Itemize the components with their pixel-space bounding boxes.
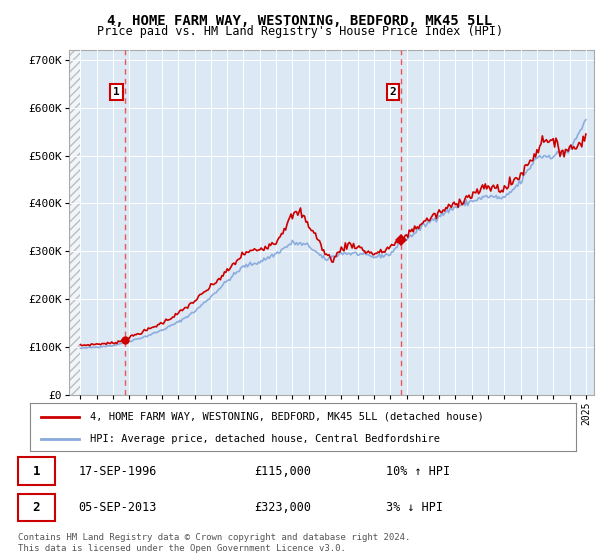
Text: 2: 2 xyxy=(390,87,397,97)
Text: 10% ↑ HPI: 10% ↑ HPI xyxy=(386,465,451,478)
Bar xyxy=(69,50,80,395)
Text: 1: 1 xyxy=(33,465,40,478)
Text: 05-SEP-2013: 05-SEP-2013 xyxy=(78,501,157,514)
Text: 3% ↓ HPI: 3% ↓ HPI xyxy=(386,501,443,514)
FancyBboxPatch shape xyxy=(18,458,55,485)
Text: Contains HM Land Registry data © Crown copyright and database right 2024.
This d: Contains HM Land Registry data © Crown c… xyxy=(18,533,410,553)
Text: 17-SEP-1996: 17-SEP-1996 xyxy=(78,465,157,478)
Text: £115,000: £115,000 xyxy=(254,465,311,478)
FancyBboxPatch shape xyxy=(18,494,55,521)
Text: £323,000: £323,000 xyxy=(254,501,311,514)
Text: 4, HOME FARM WAY, WESTONING, BEDFORD, MK45 5LL (detached house): 4, HOME FARM WAY, WESTONING, BEDFORD, MK… xyxy=(90,412,484,422)
Text: 4, HOME FARM WAY, WESTONING, BEDFORD, MK45 5LL: 4, HOME FARM WAY, WESTONING, BEDFORD, MK… xyxy=(107,14,493,28)
Text: Price paid vs. HM Land Registry's House Price Index (HPI): Price paid vs. HM Land Registry's House … xyxy=(97,25,503,38)
Text: 1: 1 xyxy=(113,87,120,97)
Text: HPI: Average price, detached house, Central Bedfordshire: HPI: Average price, detached house, Cent… xyxy=(90,434,440,444)
Text: 2: 2 xyxy=(33,501,40,514)
